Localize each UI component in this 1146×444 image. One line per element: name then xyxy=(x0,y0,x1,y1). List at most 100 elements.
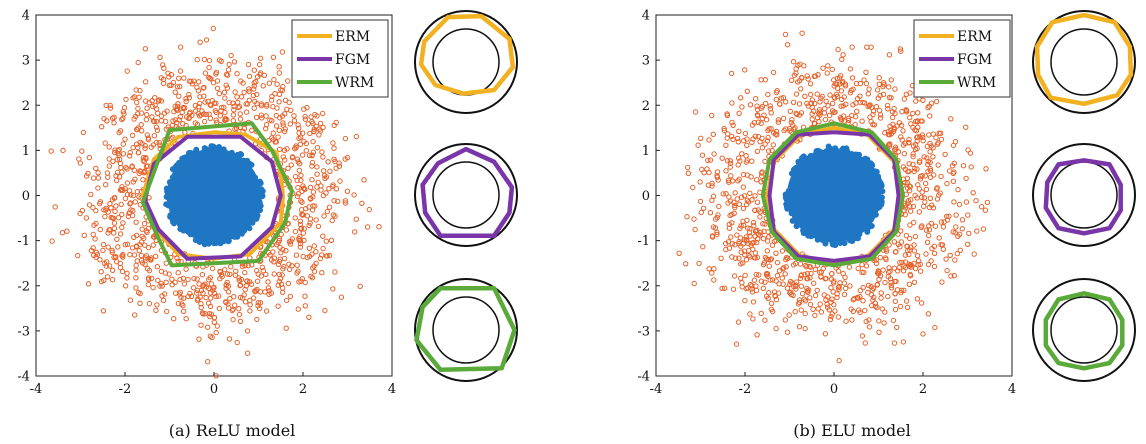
outer-point xyxy=(195,296,201,302)
outer-point xyxy=(824,70,830,76)
outer-point xyxy=(753,287,760,294)
outer-point xyxy=(960,163,967,169)
outer-point xyxy=(306,314,312,320)
outer-point xyxy=(804,275,810,282)
outer-point xyxy=(925,104,931,111)
outer-point xyxy=(144,105,150,111)
outer-point xyxy=(859,118,865,124)
outer-point xyxy=(206,57,213,64)
outer-point xyxy=(770,69,777,76)
outer-point xyxy=(318,187,324,193)
outer-point xyxy=(920,134,926,141)
outer-point xyxy=(106,144,112,150)
outer-point xyxy=(322,175,328,182)
outer-point xyxy=(854,108,860,115)
outer-point xyxy=(320,154,326,160)
outer-point xyxy=(783,99,789,105)
outer-point xyxy=(313,217,319,223)
outer-point xyxy=(236,306,242,312)
outer-point xyxy=(901,151,908,157)
outer-point xyxy=(873,260,880,266)
outer-point xyxy=(759,169,765,175)
outer-point xyxy=(263,103,270,109)
outer-point xyxy=(855,265,861,272)
outer-point xyxy=(790,262,797,268)
y-tick-label: -1 xyxy=(637,234,650,249)
outer-point xyxy=(748,174,754,180)
outer-point xyxy=(177,68,184,74)
outer-point xyxy=(758,310,764,317)
outer-point xyxy=(93,220,99,227)
outer-point xyxy=(319,149,325,155)
outer-point xyxy=(726,179,732,185)
outer-point xyxy=(827,316,834,323)
outer-point xyxy=(130,179,137,185)
outer-point xyxy=(919,189,925,195)
outer-point xyxy=(762,77,768,83)
outer-point xyxy=(275,261,282,267)
outer-point xyxy=(714,173,720,179)
outer-point xyxy=(269,118,275,124)
outer-point xyxy=(297,233,303,240)
outer-point xyxy=(831,109,837,116)
outer-point xyxy=(111,120,117,126)
outer-point xyxy=(747,233,753,239)
outer-point xyxy=(309,177,315,183)
inner-class-core xyxy=(167,148,261,243)
outer-point xyxy=(116,174,123,180)
outer-point xyxy=(177,83,183,90)
inset-inner-circle xyxy=(1050,28,1118,96)
outer-point xyxy=(837,73,844,79)
outer-point xyxy=(120,220,126,226)
outer-point xyxy=(196,336,202,342)
outer-point xyxy=(130,95,136,101)
outer-point xyxy=(106,263,113,269)
outer-point xyxy=(155,98,162,104)
outer-point xyxy=(719,155,725,161)
outer-point xyxy=(935,162,941,168)
outer-point xyxy=(119,224,125,231)
outer-point xyxy=(201,84,207,91)
outer-point xyxy=(52,204,58,210)
y-tick-label: 2 xyxy=(22,99,30,114)
outer-point xyxy=(196,281,202,287)
outer-point xyxy=(330,182,336,188)
outer-point xyxy=(842,274,848,280)
outer-point xyxy=(100,308,107,314)
outer-point xyxy=(886,265,892,271)
outer-point xyxy=(271,271,277,277)
outer-point xyxy=(912,233,919,240)
outer-point xyxy=(93,207,99,214)
outer-point xyxy=(765,91,771,98)
outer-point xyxy=(892,290,898,297)
outer-point xyxy=(847,283,853,289)
outer-point xyxy=(177,44,184,50)
outer-point xyxy=(293,144,299,151)
outer-point xyxy=(895,268,901,274)
outer-point xyxy=(812,266,819,273)
outer-point xyxy=(90,175,97,181)
outer-point xyxy=(205,98,211,105)
outer-point xyxy=(211,284,217,291)
outer-point xyxy=(236,311,243,318)
outer-point xyxy=(320,245,326,252)
outer-point xyxy=(132,312,138,318)
outer-point xyxy=(202,99,208,105)
outer-point xyxy=(866,317,872,323)
outer-point xyxy=(309,207,316,213)
outer-point xyxy=(869,302,875,309)
outer-point xyxy=(263,308,270,314)
outer-point xyxy=(794,279,800,285)
outer-point xyxy=(320,110,326,117)
outer-point xyxy=(93,254,99,260)
outer-point xyxy=(898,48,904,54)
outer-point xyxy=(923,251,929,257)
outer-point xyxy=(361,177,367,183)
outer-point xyxy=(158,268,165,275)
outer-point xyxy=(904,180,911,186)
outer-point xyxy=(223,71,230,78)
outer-point xyxy=(706,266,712,272)
outer-point xyxy=(134,258,141,264)
outer-point xyxy=(884,102,891,109)
outer-point xyxy=(910,110,916,117)
